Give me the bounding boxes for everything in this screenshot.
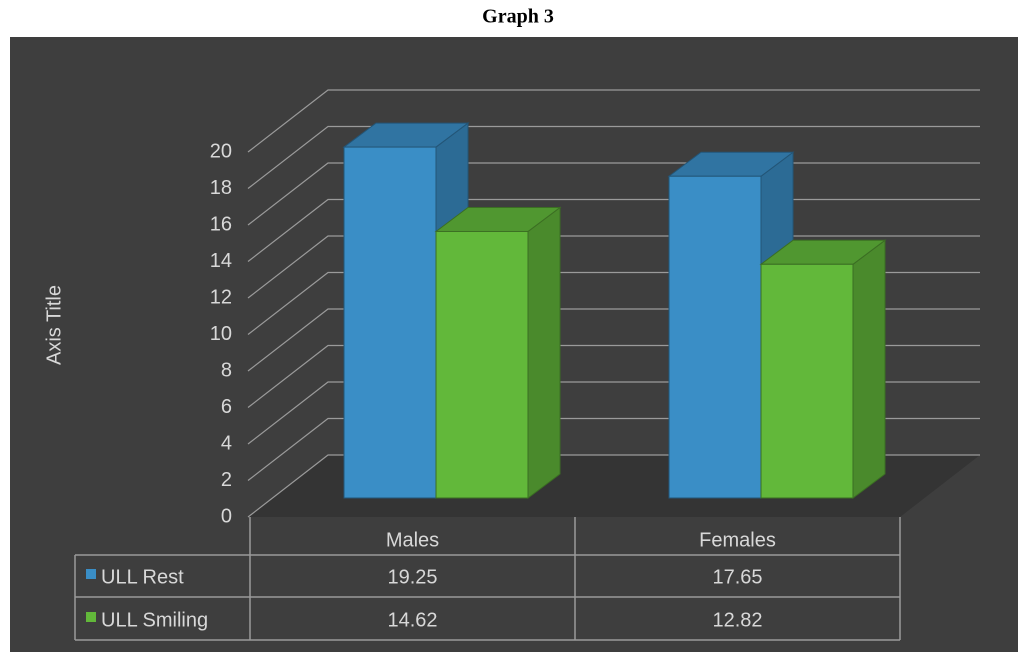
y-tick-label: 14 xyxy=(210,250,232,272)
chart-title: Graph 3 xyxy=(482,6,554,28)
data-table xyxy=(74,517,901,641)
bar xyxy=(668,175,762,499)
legend-swatch xyxy=(86,612,96,622)
bar xyxy=(760,263,854,499)
y-tick-label: 10 xyxy=(210,323,232,345)
x-tick-label: Females xyxy=(699,529,776,551)
y-tick-label: 6 xyxy=(221,396,232,418)
table-value: 19.25 xyxy=(387,566,437,588)
bar xyxy=(343,146,437,499)
x-tick-label: Males xyxy=(386,529,439,551)
y-tick-label: 16 xyxy=(210,213,232,235)
legend-label: ULL Smiling xyxy=(101,609,208,631)
y-tick-label: 8 xyxy=(221,359,232,381)
y-tick-label: 20 xyxy=(210,140,232,162)
table-value: 14.62 xyxy=(387,609,437,631)
table-value: 17.65 xyxy=(712,566,762,588)
grid-line xyxy=(247,125,980,189)
legend-swatch xyxy=(86,569,96,579)
table-value: 12.82 xyxy=(712,609,762,631)
y-tick-label: 2 xyxy=(221,469,232,491)
y-tick-label: 0 xyxy=(221,505,232,527)
bar-side xyxy=(852,239,886,499)
legend-label: ULL Rest xyxy=(101,566,184,588)
bar xyxy=(435,230,529,499)
y-tick-label: 4 xyxy=(221,432,232,454)
grid-line xyxy=(247,89,980,153)
y-tick-label: 12 xyxy=(210,286,232,308)
y-tick-label: 18 xyxy=(210,177,232,199)
y-axis-label: Axis Title xyxy=(43,285,65,365)
bar-side xyxy=(527,206,561,499)
